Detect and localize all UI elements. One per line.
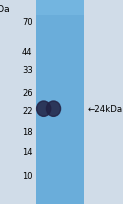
Bar	[36, 0, 84, 16]
Ellipse shape	[37, 101, 51, 117]
Text: kDa: kDa	[0, 5, 10, 14]
Ellipse shape	[46, 101, 61, 117]
Text: 33: 33	[22, 66, 33, 75]
Text: ←24kDa: ←24kDa	[87, 105, 123, 114]
Text: 18: 18	[22, 127, 33, 136]
Bar	[36, 0, 84, 204]
Text: 26: 26	[22, 88, 33, 97]
Text: 44: 44	[22, 48, 33, 57]
Text: 22: 22	[22, 107, 33, 116]
Text: 10: 10	[22, 171, 33, 180]
Text: 14: 14	[22, 147, 33, 156]
Text: 70: 70	[22, 18, 33, 27]
